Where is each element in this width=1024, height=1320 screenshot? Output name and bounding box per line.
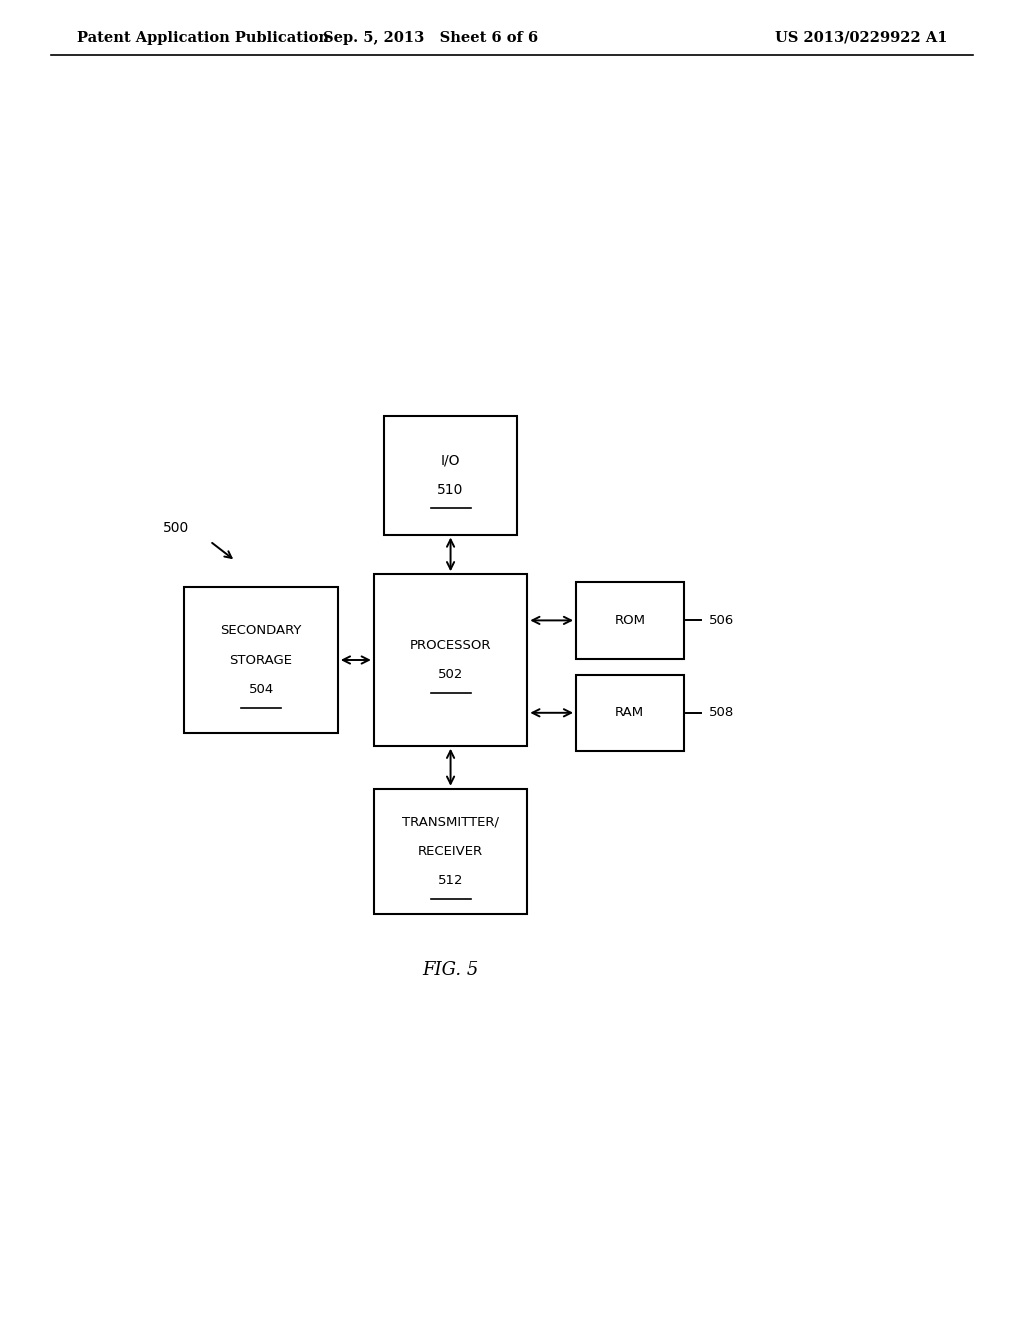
Bar xyxy=(575,675,684,751)
Text: RAM: RAM xyxy=(615,706,644,719)
Bar xyxy=(374,789,527,913)
Bar xyxy=(575,582,684,659)
Text: SECONDARY: SECONDARY xyxy=(220,624,302,638)
Text: 504: 504 xyxy=(249,682,273,696)
Text: 506: 506 xyxy=(709,614,734,627)
Text: Sep. 5, 2013   Sheet 6 of 6: Sep. 5, 2013 Sheet 6 of 6 xyxy=(323,30,538,45)
Bar xyxy=(384,416,517,535)
Text: TRANSMITTER/: TRANSMITTER/ xyxy=(402,816,499,829)
Text: I/O: I/O xyxy=(440,454,461,467)
Text: 512: 512 xyxy=(438,874,463,887)
Text: FIG. 5: FIG. 5 xyxy=(422,961,479,979)
Text: Patent Application Publication: Patent Application Publication xyxy=(77,30,329,45)
Text: ROM: ROM xyxy=(614,614,645,627)
Text: PROCESSOR: PROCESSOR xyxy=(410,639,492,652)
Bar xyxy=(374,574,527,746)
Text: 510: 510 xyxy=(437,483,464,496)
Text: 500: 500 xyxy=(163,521,189,535)
Text: 502: 502 xyxy=(438,668,463,681)
Bar xyxy=(184,587,338,733)
Text: 508: 508 xyxy=(709,706,734,719)
Text: US 2013/0229922 A1: US 2013/0229922 A1 xyxy=(775,30,947,45)
Text: RECEIVER: RECEIVER xyxy=(418,845,483,858)
Text: STORAGE: STORAGE xyxy=(229,653,293,667)
